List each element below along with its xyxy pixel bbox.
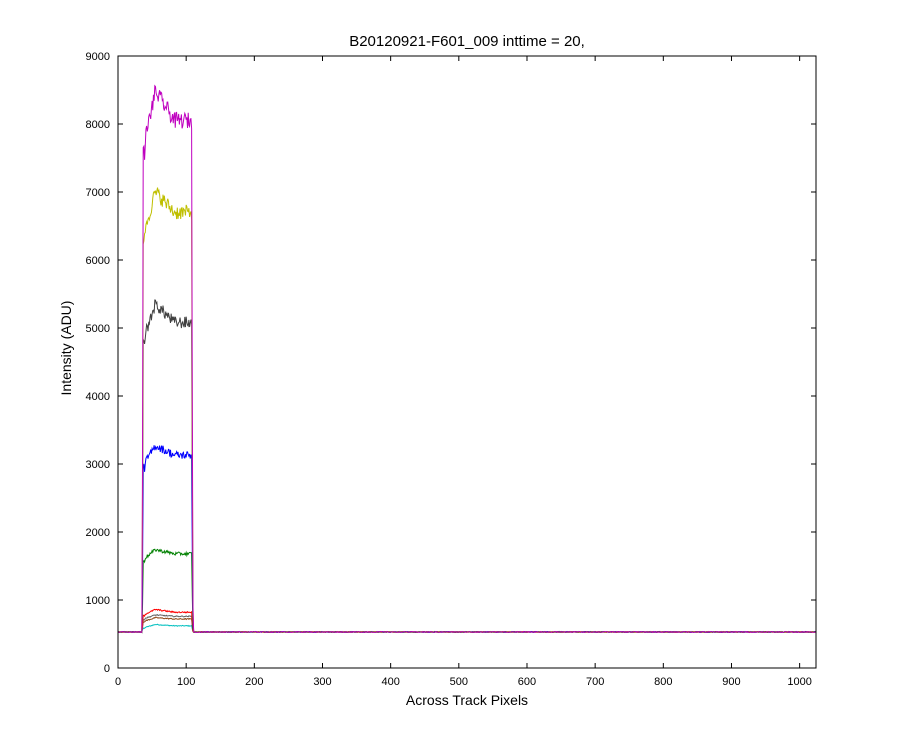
y-tick-label: 5000 — [86, 323, 110, 335]
x-tick-label: 300 — [313, 676, 331, 688]
x-tick-label: 0 — [115, 676, 121, 688]
x-tick-label: 400 — [381, 676, 399, 688]
y-tick-label: 0 — [104, 663, 110, 675]
y-tick-label: 6000 — [86, 255, 110, 267]
axis-ticks: 0 100 200 300 400 500 600 700 800 900 1000 0 1000 200… — [86, 51, 816, 688]
x-tick-label: 900 — [722, 676, 740, 688]
chart-title: B20120921-F601_009 inttime = 20, — [349, 33, 585, 50]
y-tick-label: 8000 — [86, 119, 110, 131]
x-tick-label: 200 — [245, 676, 263, 688]
y-tick-label: 4000 — [86, 391, 110, 403]
y-tick-label: 2000 — [86, 527, 110, 539]
y-tick-label: 1000 — [86, 595, 110, 607]
series-line — [117, 84, 817, 634]
x-tick-label: 500 — [450, 676, 468, 688]
x-tick-label: 1000 — [787, 676, 811, 688]
y-tick-label: 9000 — [86, 51, 110, 63]
x-tick-label: 700 — [586, 676, 604, 688]
x-axis-label: Across Track Pixels — [406, 692, 528, 708]
y-axis-label: Intensity (ADU) — [58, 301, 74, 396]
y-tick-label: 7000 — [86, 187, 110, 199]
y-tick-label: 3000 — [86, 459, 110, 471]
x-tick-label: 100 — [177, 676, 195, 688]
x-tick-label: 600 — [518, 676, 536, 688]
plot-area — [117, 84, 817, 634]
plot-frame — [117, 55, 817, 669]
x-tick-label: 800 — [654, 676, 672, 688]
